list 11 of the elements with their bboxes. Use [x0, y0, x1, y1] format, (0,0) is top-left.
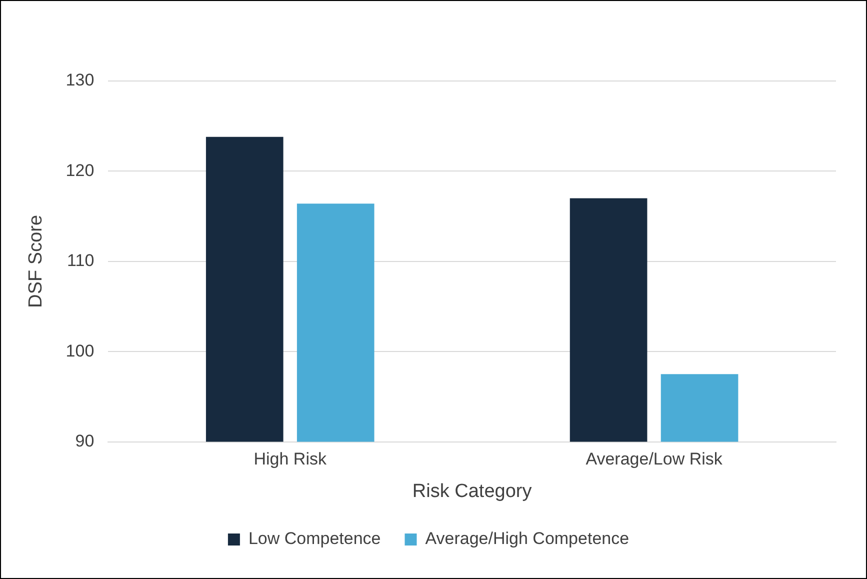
- x-axis-title: Risk Category: [412, 480, 532, 502]
- legend-label: Average/High Competence: [425, 529, 630, 548]
- x-tick-label: High Risk: [254, 450, 327, 469]
- y-tick-label: 110: [67, 251, 94, 270]
- y-axis-title: DSF Score: [26, 214, 47, 308]
- y-tick-label: 90: [75, 431, 94, 450]
- y-tick-label: 100: [66, 341, 94, 360]
- legend-label: Low Competence: [248, 529, 381, 548]
- y-tick-label: 130: [66, 70, 94, 90]
- x-tick-label: Average/Low Risk: [586, 450, 723, 469]
- y-tick-label: 120: [66, 160, 94, 180]
